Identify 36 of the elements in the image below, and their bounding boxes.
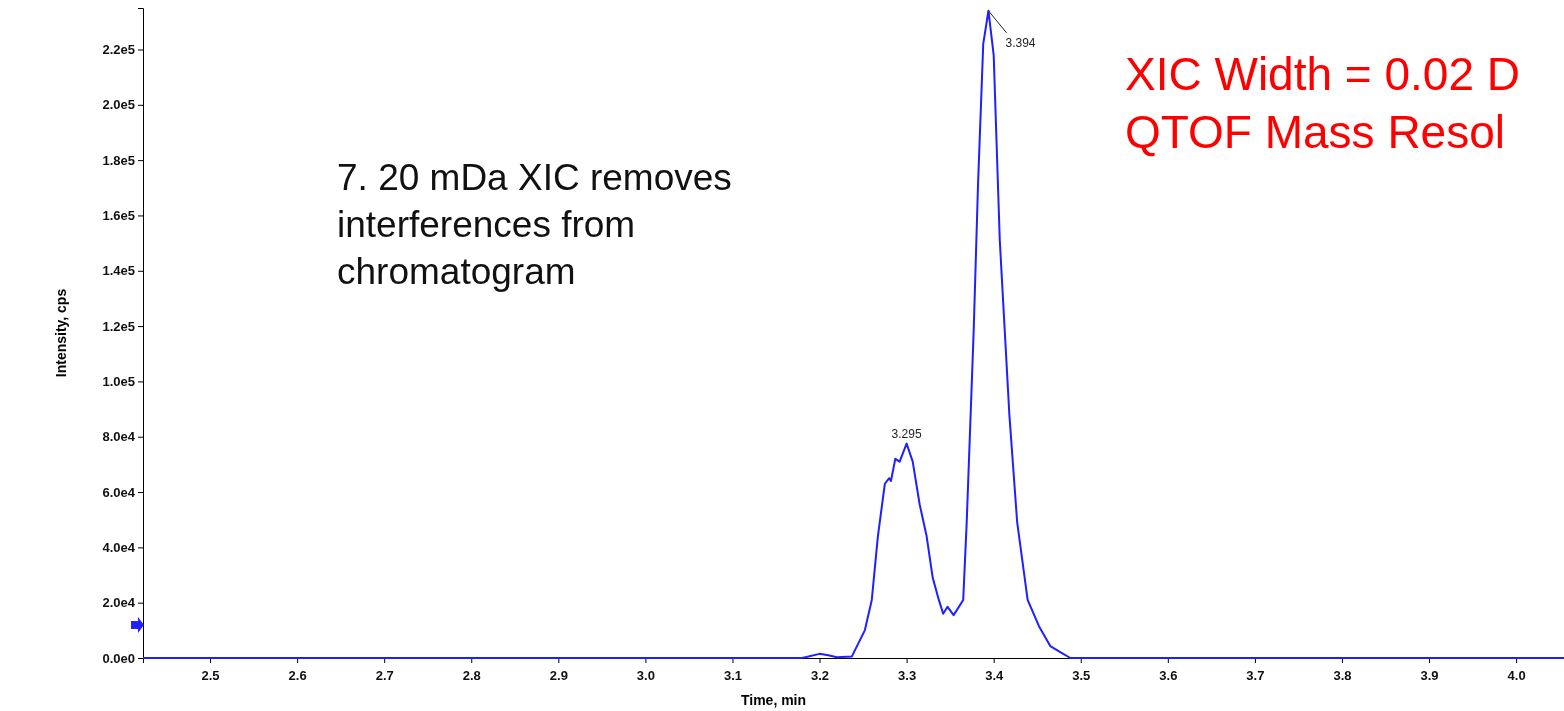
y-tick-label: 1.2e5	[102, 318, 135, 334]
x-tick-label: 3.9	[1420, 668, 1439, 684]
x-tick-label: 2.5	[201, 668, 220, 684]
x-axis-title: Time, min	[740, 692, 807, 708]
x-tick-label: 3.5	[1072, 668, 1091, 684]
x-tick-label: 3.4	[985, 668, 1004, 684]
y-tick-label: 2.2e5	[102, 42, 135, 58]
annotation: 3.394	[1005, 35, 1036, 50]
x-tick-label: 4.0	[1507, 668, 1526, 684]
y-tick-label: 2.0e4	[102, 595, 136, 611]
y-tick-label: 8.0e4	[102, 429, 136, 445]
annotation: QTOF Mass Resol	[1125, 106, 1505, 158]
x-tick-label: 2.6	[288, 668, 307, 684]
x-tick-label: 3.2	[811, 668, 830, 684]
x-tick-label: 3.7	[1246, 668, 1265, 684]
x-tick-label: 3.8	[1333, 668, 1352, 684]
y-tick-label: 1.6e5	[102, 208, 135, 224]
y-tick-label: 1.0e5	[102, 374, 135, 390]
annotation: 3.295	[891, 426, 922, 441]
y-tick-label: 6.0e4	[102, 484, 136, 500]
y-tick-label: 1.4e5	[102, 263, 135, 279]
y-tick-label: 0.0e0	[102, 650, 135, 666]
x-tick-label: 3.6	[1159, 668, 1178, 684]
x-tick-label: 2.7	[375, 668, 394, 684]
annotation: XIC Width = 0.02 D	[1125, 48, 1520, 100]
x-tick-label: 2.8	[462, 668, 481, 684]
x-tick-label: 3.1	[723, 668, 743, 684]
x-tick-label: 3.0	[636, 668, 655, 684]
annotation: 7. 20 mDa XIC removes interferences from chromatogram	[337, 157, 732, 292]
line-series	[142, 9, 1564, 659]
y-axis-title: Intensity, cps	[53, 288, 69, 378]
y-tick-label: 4.0e4	[102, 540, 136, 556]
x-tick-label: 3.3	[898, 668, 917, 684]
y-tick-label: 2.0e5	[102, 97, 135, 113]
y-tick-label: 1.8e5	[102, 152, 135, 168]
x-tick-label: 2.9	[549, 668, 568, 684]
